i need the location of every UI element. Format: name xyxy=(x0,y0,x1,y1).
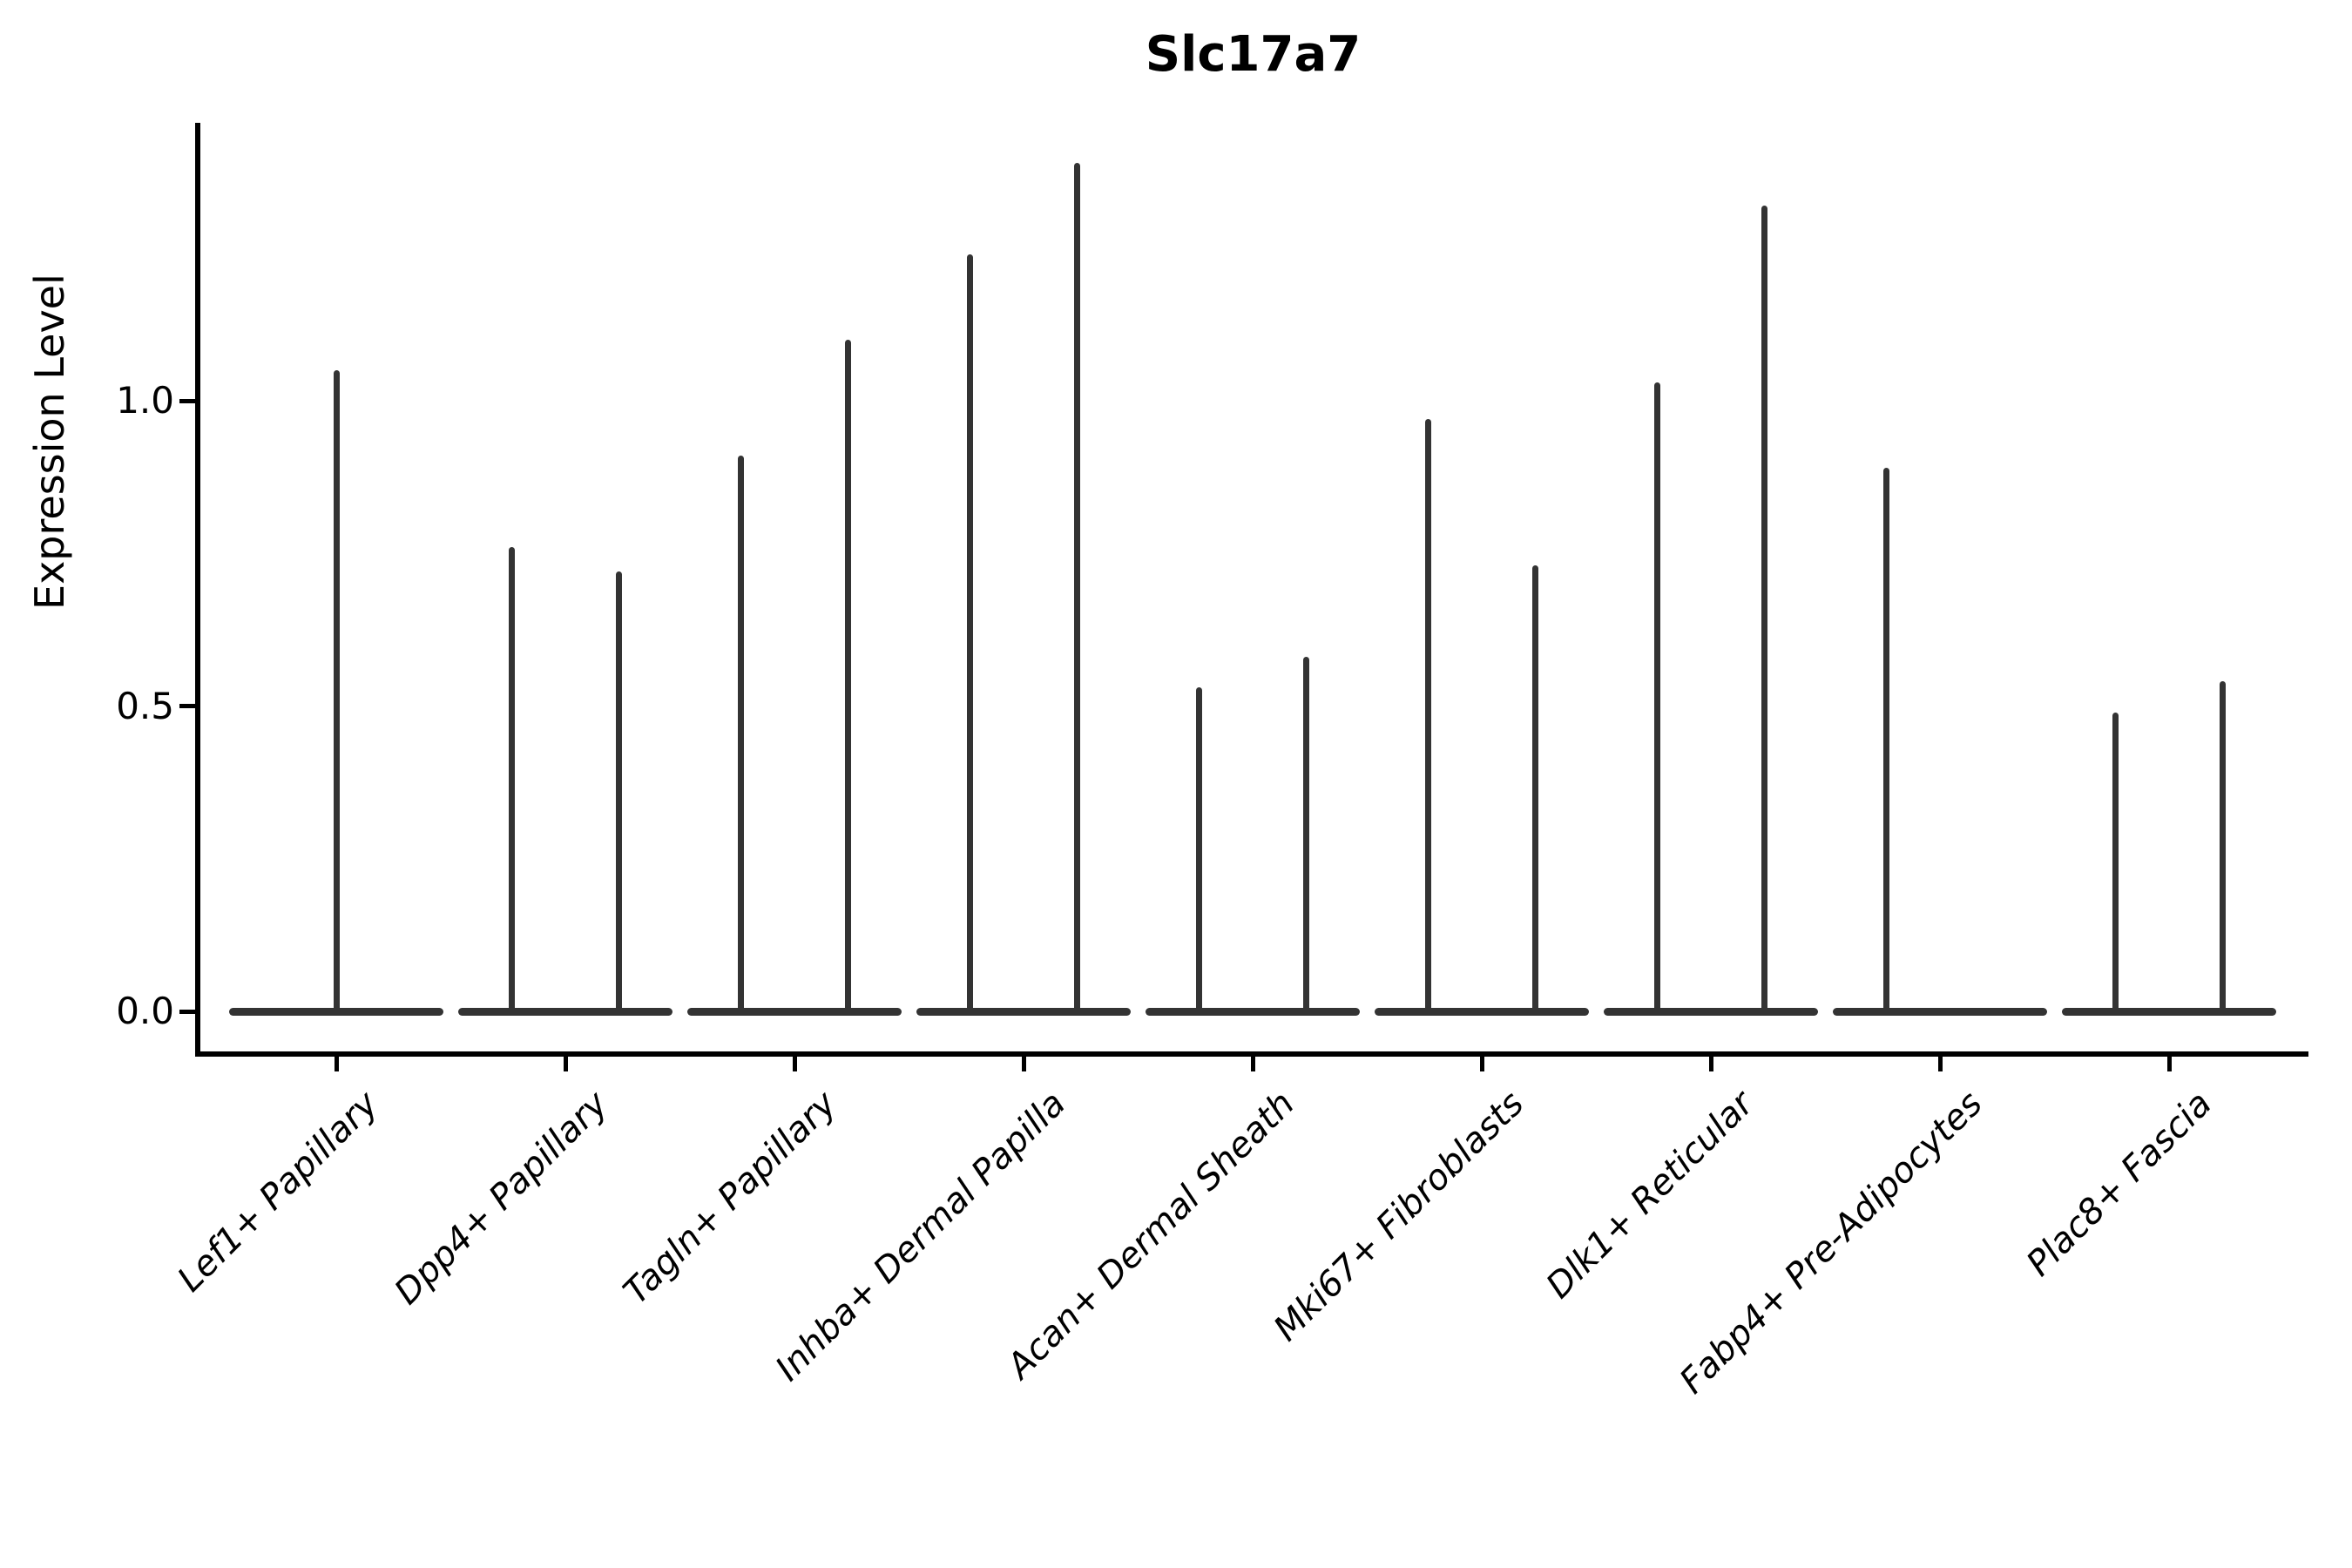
violin-baseline xyxy=(1146,1007,1360,1016)
x-tick-label: Plac8+ Fascia xyxy=(2018,1084,2220,1285)
y-tick-mark xyxy=(179,704,195,708)
x-tick-mark xyxy=(2166,1057,2172,1071)
x-tick-mark xyxy=(792,1057,797,1071)
violin-spike xyxy=(616,571,622,1011)
violin-spike xyxy=(967,253,973,1011)
violin-spike xyxy=(2112,712,2119,1011)
violin-spike xyxy=(1761,205,1767,1011)
violin-spike xyxy=(1654,382,1660,1011)
x-tick-label: Mki67+ Fibroblasts xyxy=(1266,1084,1532,1349)
x-tick-mark xyxy=(563,1057,568,1071)
x-tick-mark xyxy=(1250,1057,1255,1071)
y-axis-spine xyxy=(195,123,200,1057)
violin-spike xyxy=(1425,419,1431,1011)
x-tick-label: Lef1+ Papillary xyxy=(170,1084,387,1300)
y-tick-mark xyxy=(179,398,195,403)
violin-spike xyxy=(509,547,515,1011)
violin-baseline xyxy=(229,1007,443,1016)
violin-spike xyxy=(1303,657,1309,1011)
x-tick-mark xyxy=(1479,1057,1484,1071)
violin-baseline xyxy=(1375,1007,1589,1016)
chart-title: Slc17a7 xyxy=(1145,26,1362,83)
y-tick-mark xyxy=(179,1009,195,1014)
x-tick-label: Tagln+ Papillary xyxy=(616,1084,845,1313)
y-tick-label: 1.0 xyxy=(116,379,174,422)
x-axis-spine xyxy=(195,1051,2308,1057)
violin-spike xyxy=(845,339,851,1011)
violin-spike xyxy=(1074,162,1080,1011)
violin-baseline xyxy=(687,1007,902,1016)
violin-spike xyxy=(1883,468,1889,1011)
y-tick-label: 0.0 xyxy=(116,990,174,1032)
x-tick-mark xyxy=(1021,1057,1026,1071)
violin-baseline xyxy=(2062,1007,2276,1016)
violin-baseline xyxy=(458,1007,672,1016)
violin-baseline xyxy=(1833,1007,2047,1016)
y-tick-label: 0.5 xyxy=(116,684,174,727)
violin-spike xyxy=(2220,681,2226,1011)
x-tick-mark xyxy=(334,1057,339,1071)
x-tick-label: Dlk1+ Reticular xyxy=(1538,1084,1761,1307)
violin-spike xyxy=(1532,565,1538,1011)
violin-spike xyxy=(1196,687,1202,1011)
violin-baseline xyxy=(916,1007,1131,1016)
violin-baseline xyxy=(1604,1007,1818,1016)
x-tick-mark xyxy=(1937,1057,1943,1071)
x-tick-mark xyxy=(1708,1057,1713,1071)
x-tick-label: Dpp4+ Papillary xyxy=(387,1084,616,1313)
violin-spike xyxy=(333,369,340,1011)
violin-spike xyxy=(738,456,744,1011)
